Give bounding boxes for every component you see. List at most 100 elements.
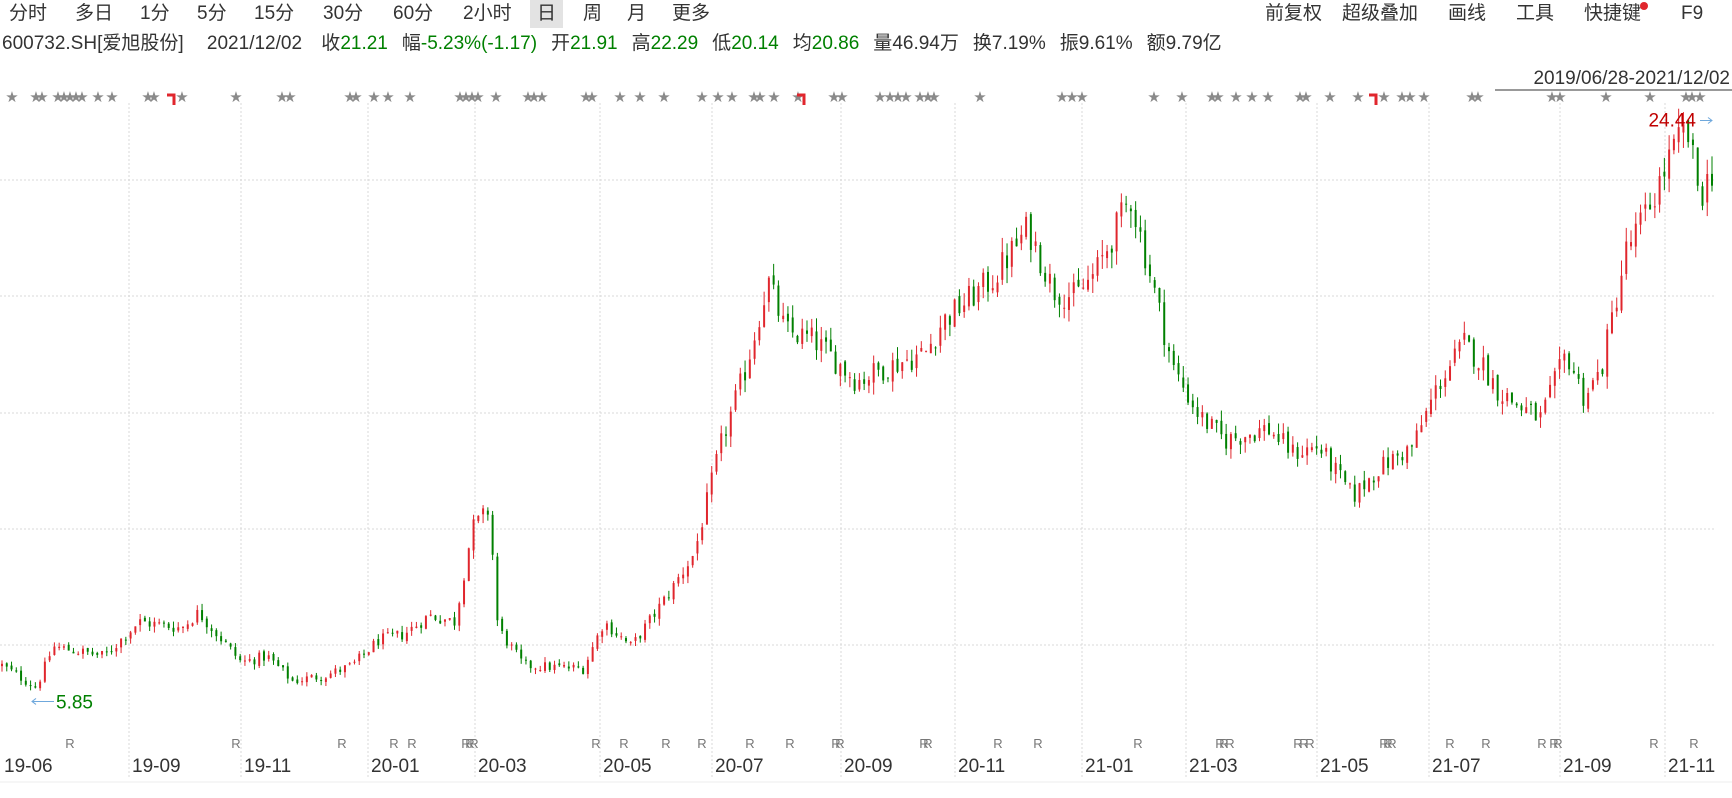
candle-body[interactable] [586,659,589,675]
candle-body[interactable] [1620,275,1623,311]
candle-body[interactable] [1577,374,1580,379]
candle-body[interactable] [1191,400,1194,408]
candle-body[interactable] [1377,476,1380,482]
candle-body[interactable] [405,632,408,642]
candle-body[interactable] [153,621,156,627]
candle-body[interactable] [1091,274,1094,279]
period-tab-3[interactable]: 5分 [197,3,227,24]
candle-body[interactable] [720,433,723,454]
candle-body[interactable] [1310,447,1313,451]
candle-body[interactable] [1020,234,1023,244]
candle-body[interactable] [1320,449,1323,454]
candle-body[interactable] [805,330,808,334]
candle-body[interactable] [944,314,947,330]
candle-body[interactable] [148,621,151,627]
candle-body[interactable] [1677,127,1680,143]
candle-body[interactable] [1372,480,1375,483]
candle-body[interactable] [920,348,923,352]
candle-body[interactable] [172,627,175,632]
candle-body[interactable] [243,660,246,662]
candle-body[interactable] [991,288,994,291]
candle-body[interactable] [1329,448,1332,472]
period-tab-6[interactable]: 60分 [393,3,434,24]
toolbar-tool-0[interactable]: 前复权 [1258,0,1329,28]
candle-body[interactable] [315,675,318,680]
candle-body[interactable] [744,372,747,381]
candle-body[interactable] [1072,282,1075,294]
candle-body[interactable] [1453,348,1456,363]
candle-body[interactable] [615,633,618,636]
candle-body[interactable] [401,632,404,640]
candle-body[interactable] [1153,280,1156,288]
candle-body[interactable] [1482,357,1485,371]
candle-body[interactable] [143,617,146,622]
candle-body[interactable] [463,580,466,605]
candle-body[interactable] [639,635,642,639]
candle-body[interactable] [667,597,670,599]
candle-body[interactable] [529,660,532,669]
period-tab-0[interactable]: 分时 [9,3,48,24]
candle-body[interactable] [1,663,3,667]
candle-body[interactable] [1420,425,1423,433]
candle-body[interactable] [1525,407,1528,413]
candle-body[interactable] [1325,447,1328,452]
candle-body[interactable] [853,379,856,391]
candle-body[interactable] [1025,216,1028,237]
candle-body[interactable] [1477,368,1480,371]
candle-body[interactable] [539,669,542,671]
candle-body[interactable] [1353,484,1356,502]
candle-body[interactable] [934,347,937,349]
candle-body[interactable] [491,514,494,555]
candle-body[interactable] [1544,399,1547,413]
candle-body[interactable] [120,638,123,648]
candle-body[interactable] [53,646,56,655]
candle-body[interactable] [729,411,732,437]
candle-body[interactable] [305,676,308,683]
candle-body[interactable] [1539,412,1542,418]
candle-body[interactable] [1491,378,1494,390]
candle-body[interactable] [1439,385,1442,389]
candle-body[interactable] [1425,410,1428,422]
candle-body[interactable] [58,646,61,648]
candle-body[interactable] [1630,242,1633,247]
candle-body[interactable] [820,339,823,351]
candle-body[interactable] [72,651,75,654]
candle-body[interactable] [1587,392,1590,409]
candle-body[interactable] [177,627,180,631]
candle-body[interactable] [410,626,413,631]
candle-body[interactable] [277,660,280,666]
candle-body[interactable] [1610,312,1613,334]
candle-body[interactable] [572,664,575,668]
candle-body[interactable] [1334,462,1337,475]
candle-body[interactable] [848,377,851,379]
candle-body[interactable] [1029,214,1032,250]
candle-body[interactable] [1215,419,1218,423]
candle-body[interactable] [1582,377,1585,406]
period-tab-4[interactable]: 15分 [254,3,295,24]
candle-body[interactable] [986,271,989,292]
candle-body[interactable] [748,359,751,379]
candle-body[interactable] [1568,353,1571,370]
candle-body[interactable] [258,652,261,666]
candle-body[interactable] [129,632,132,639]
candle-body[interactable] [963,305,966,312]
candle-body[interactable] [705,492,708,525]
candle-body[interactable] [1015,238,1018,247]
candle-body[interactable] [715,454,718,472]
candle-body[interactable] [605,623,608,630]
candle-body[interactable] [1387,457,1390,468]
candle-body[interactable] [925,350,928,352]
candle-body[interactable] [1415,430,1418,448]
candle-body[interactable] [1177,363,1180,375]
candle-body[interactable] [363,653,366,655]
period-tab-7[interactable]: 2小时 [463,3,512,24]
candle-body[interactable] [872,363,875,383]
candle-body[interactable] [224,640,227,642]
period-tab-1[interactable]: 多日 [75,3,114,24]
candle-body[interactable] [763,305,766,327]
candle-body[interactable] [1691,139,1694,146]
candle-body[interactable] [567,666,570,669]
candle-body[interactable] [501,618,504,631]
candle-body[interactable] [753,340,756,359]
candle-body[interactable] [644,623,647,640]
